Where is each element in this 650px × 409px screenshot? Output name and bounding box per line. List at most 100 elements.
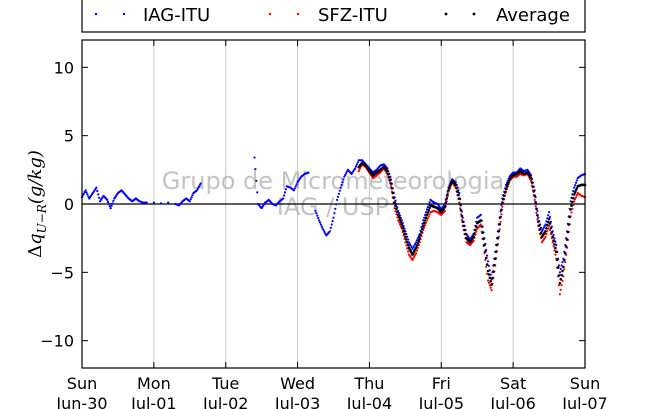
- data-point: [558, 293, 562, 296]
- data-point-dense: [552, 239, 555, 242]
- data-point: [461, 220, 465, 224]
- watermark-line-2: IAG / USP: [277, 193, 389, 221]
- data-point-dense: [459, 208, 463, 212]
- legend-frame: [81, 0, 586, 33]
- data-point: [422, 219, 425, 222]
- data-point: [558, 282, 562, 285]
- x-tick-label-day: Fri: [432, 374, 451, 393]
- legend-marker: [296, 12, 300, 16]
- data-point: [389, 185, 393, 188]
- data-point: [414, 246, 418, 249]
- data-point-dense: [295, 183, 298, 186]
- data-point-dense: [391, 191, 395, 195]
- data-point: [393, 201, 396, 204]
- data-point-dense: [493, 263, 496, 267]
- data-point-dense: [320, 225, 323, 228]
- data-point-dense: [559, 277, 562, 281]
- data-point-dense: [293, 187, 296, 190]
- data-point-dense: [553, 249, 556, 252]
- data-point-dense: [413, 244, 416, 247]
- data-point-dense: [317, 216, 320, 220]
- data-point-dense: [498, 228, 501, 231]
- data-point-dense: [487, 264, 490, 267]
- data-point-dense: [502, 194, 506, 198]
- data-point: [572, 193, 576, 196]
- data-point-dense: [283, 194, 286, 197]
- data-point-dense: [552, 245, 555, 248]
- data-point: [447, 189, 450, 192]
- data-point-dense: [190, 196, 193, 199]
- data-point: [292, 189, 296, 192]
- data-point-dense: [390, 187, 394, 190]
- y-tick-label: −5: [50, 263, 74, 282]
- data-point: [400, 223, 404, 226]
- data-point-dense: [545, 233, 548, 236]
- data-point-dense: [111, 202, 114, 205]
- data-point-dense: [481, 231, 484, 234]
- data-point-dense: [444, 201, 448, 204]
- data-point-dense: [557, 274, 561, 277]
- data-point-dense: [506, 182, 510, 186]
- data-point: [109, 207, 112, 210]
- data-point-dense: [480, 225, 484, 228]
- data-point-dense: [553, 243, 556, 246]
- data-point: [501, 201, 504, 204]
- data-point-dense: [345, 170, 349, 173]
- data-point-dense: [405, 241, 409, 244]
- data-point-dense: [494, 250, 498, 254]
- data-point-dense: [538, 228, 542, 231]
- data-point: [544, 235, 547, 238]
- x-tick-label-day: Sat: [500, 374, 526, 393]
- data-point-dense: [96, 189, 99, 193]
- data-point-dense: [554, 240, 557, 243]
- x-tick-label-date: Jun-30: [55, 394, 107, 409]
- x-axis: SunJun-30MonJul-01TueJul-02WedJul-03ThuJ…: [55, 40, 608, 409]
- data-point-dense: [97, 193, 100, 196]
- data-point-dense: [559, 288, 562, 291]
- data-point-dense: [496, 236, 500, 240]
- data-point-dense: [412, 246, 415, 249]
- data-point-dense: [499, 220, 502, 223]
- data-point-dense: [395, 207, 398, 211]
- data-point-dense: [394, 204, 397, 207]
- data-point-dense: [563, 258, 566, 262]
- data-point-dense: [574, 196, 578, 199]
- data-point-dense: [323, 230, 326, 234]
- data-point-dense: [406, 235, 409, 238]
- data-point: [336, 198, 339, 201]
- data-point-dense: [499, 215, 502, 219]
- data-point: [479, 213, 482, 216]
- data-point: [418, 236, 422, 240]
- data-point-dense: [294, 185, 297, 188]
- data-point-dense: [487, 281, 490, 284]
- data-point-dense: [554, 253, 557, 256]
- data-point-dense: [485, 263, 489, 266]
- data-point-dense: [421, 227, 424, 231]
- data-point-dense: [535, 207, 538, 211]
- data-point-dense: [549, 226, 553, 230]
- data-point: [321, 227, 324, 230]
- data-point-dense: [464, 232, 467, 236]
- data-point-dense: [571, 200, 574, 204]
- data-point: [472, 235, 475, 239]
- data-point-dense: [420, 230, 423, 234]
- data-point-dense: [545, 227, 548, 230]
- data-point-dense: [355, 163, 358, 166]
- data-point-dense: [428, 213, 431, 216]
- data-point-dense: [424, 213, 427, 216]
- data-point: [458, 192, 461, 195]
- data-point: [547, 217, 551, 221]
- data-point-dense: [482, 237, 485, 241]
- data-point-dense: [560, 273, 563, 277]
- data-point: [106, 198, 109, 201]
- y-axis-label: ΔqU−R(g/kg): [25, 150, 49, 258]
- data-point-dense: [335, 203, 338, 206]
- data-point-dense: [426, 211, 430, 214]
- data-point-dense: [403, 227, 406, 230]
- data-point-dense: [531, 185, 535, 189]
- data-point: [318, 219, 321, 222]
- data-point-dense: [570, 211, 573, 214]
- legend-item-iag-itu: IAG-ITU: [94, 5, 210, 26]
- data-point-dense: [457, 193, 460, 197]
